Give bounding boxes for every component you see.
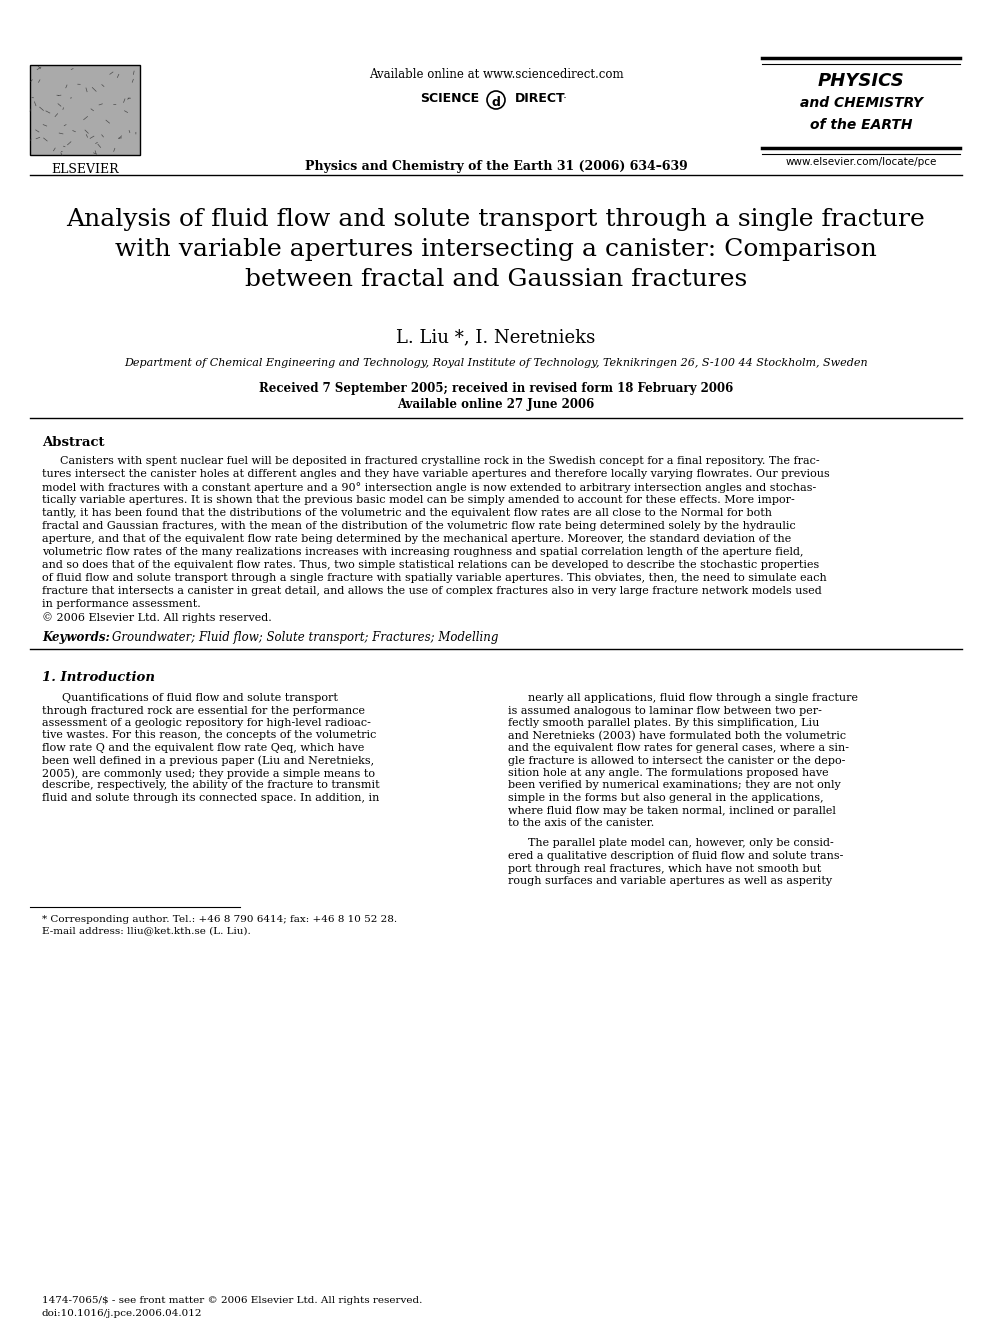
Text: Canisters with spent nuclear fuel will be deposited in fractured crystalline roc: Canisters with spent nuclear fuel will b… [60,456,819,466]
Text: E-mail address: lliu@ket.kth.se (L. Liu).: E-mail address: lliu@ket.kth.se (L. Liu)… [42,926,251,935]
Text: www.elsevier.com/locate/pce: www.elsevier.com/locate/pce [786,157,936,167]
Bar [30,65,140,155]
Text: Analysis of fluid flow and solute transport through a single fracture
with varia: Analysis of fluid flow and solute transp… [66,208,926,291]
Text: and CHEMISTRY: and CHEMISTRY [800,97,923,110]
Text: ELSEVIER: ELSEVIER [52,163,119,176]
Text: 1. Introduction: 1. Introduction [42,671,155,684]
Text: sition hole at any angle. The formulations proposed have: sition hole at any angle. The formulatio… [508,767,828,778]
Text: Available online 27 June 2006: Available online 27 June 2006 [398,398,594,411]
Text: simple in the forms but also general in the applications,: simple in the forms but also general in … [508,792,823,803]
Text: fectly smooth parallel plates. By this simplification, Liu: fectly smooth parallel plates. By this s… [508,718,819,728]
Text: ered a qualitative description of fluid flow and solute trans-: ered a qualitative description of fluid … [508,851,843,861]
Text: been verified by numerical examinations; they are not only: been verified by numerical examinations;… [508,781,841,791]
Text: aperture, and that of the equivalent flow rate being determined by the mechanica: aperture, and that of the equivalent flo… [42,534,792,544]
Text: fluid and solute through its connected space. In addition, in: fluid and solute through its connected s… [42,792,379,803]
Text: ·: · [563,93,567,105]
Text: * Corresponding author. Tel.: +46 8 790 6414; fax: +46 8 10 52 28.: * Corresponding author. Tel.: +46 8 790 … [42,914,397,923]
Text: nearly all applications, fluid flow through a single fracture: nearly all applications, fluid flow thro… [528,693,858,703]
Text: is assumed analogous to laminar flow between two per-: is assumed analogous to laminar flow bet… [508,705,822,716]
Text: Received 7 September 2005; received in revised form 18 February 2006: Received 7 September 2005; received in r… [259,382,733,396]
Text: fractal and Gaussian fractures, with the mean of the distribution of the volumet: fractal and Gaussian fractures, with the… [42,521,796,531]
Text: tically variable apertures. It is shown that the previous basic model can be sim: tically variable apertures. It is shown … [42,495,795,505]
Text: volumetric flow rates of the many realizations increases with increasing roughne: volumetric flow rates of the many realiz… [42,546,804,557]
Text: 2005), are commonly used; they provide a simple means to: 2005), are commonly used; they provide a… [42,767,375,778]
Text: gle fracture is allowed to intersect the canister or the depo-: gle fracture is allowed to intersect the… [508,755,845,766]
Text: and the equivalent flow rates for general cases, where a sin-: and the equivalent flow rates for genera… [508,744,849,753]
Text: Physics and Chemistry of the Earth 31 (2006) 634–639: Physics and Chemistry of the Earth 31 (2… [305,160,687,173]
Text: © 2006 Elsevier Ltd. All rights reserved.: © 2006 Elsevier Ltd. All rights reserved… [42,613,272,623]
Text: 1474-7065/$ - see front matter © 2006 Elsevier Ltd. All rights reserved.: 1474-7065/$ - see front matter © 2006 El… [42,1297,423,1304]
Text: fracture that intersects a canister in great detail, and allows the use of compl: fracture that intersects a canister in g… [42,586,821,595]
Text: Abstract: Abstract [42,437,104,448]
Text: SCIENCE: SCIENCE [421,93,479,105]
Text: The parallel plate model can, however, only be consid-: The parallel plate model can, however, o… [528,839,833,848]
Text: Quantifications of fluid flow and solute transport: Quantifications of fluid flow and solute… [62,693,338,703]
Text: of fluid flow and solute transport through a single fracture with spatially vari: of fluid flow and solute transport throu… [42,573,826,583]
Text: L. Liu *, I. Neretnieks: L. Liu *, I. Neretnieks [397,328,595,347]
Text: rough surfaces and variable apertures as well as asperity: rough surfaces and variable apertures as… [508,876,832,886]
Text: to the axis of the canister.: to the axis of the canister. [508,818,655,828]
Text: and so does that of the equivalent flow rates. Thus, two simple statistical rela: and so does that of the equivalent flow … [42,560,819,570]
Text: of the EARTH: of the EARTH [809,118,913,132]
Text: and Neretnieks (2003) have formulated both the volumetric: and Neretnieks (2003) have formulated bo… [508,730,846,741]
Text: in performance assessment.: in performance assessment. [42,599,200,609]
Text: d: d [492,97,500,108]
Text: Available online at www.sciencedirect.com: Available online at www.sciencedirect.co… [369,67,623,81]
Text: model with fractures with a constant aperture and a 90° intersection angle is no: model with fractures with a constant ape… [42,482,816,493]
Text: DIRECT: DIRECT [515,93,565,105]
Text: PHYSICS: PHYSICS [817,71,905,90]
Text: assessment of a geologic repository for high-level radioac-: assessment of a geologic repository for … [42,718,371,728]
Text: through fractured rock are essential for the performance: through fractured rock are essential for… [42,705,365,716]
Text: Keywords:: Keywords: [42,631,110,644]
Text: Department of Chemical Engineering and Technology, Royal Institute of Technology: Department of Chemical Engineering and T… [124,359,868,368]
Text: flow rate Q and the equivalent flow rate Qeq, which have: flow rate Q and the equivalent flow rate… [42,744,364,753]
Text: doi:10.1016/j.pce.2006.04.012: doi:10.1016/j.pce.2006.04.012 [42,1308,202,1318]
Text: been well defined in a previous paper (Liu and Neretnieks,: been well defined in a previous paper (L… [42,755,374,766]
Text: tures intersect the canister holes at different angles and they have variable ap: tures intersect the canister holes at di… [42,468,829,479]
Text: describe, respectively, the ability of the fracture to transmit: describe, respectively, the ability of t… [42,781,380,791]
Text: port through real fractures, which have not smooth but: port through real fractures, which have … [508,864,821,873]
Text: tantly, it has been found that the distributions of the volumetric and the equiv: tantly, it has been found that the distr… [42,508,772,519]
Text: where fluid flow may be taken normal, inclined or parallel: where fluid flow may be taken normal, in… [508,806,836,815]
Text: Groundwater; Fluid flow; Solute transport; Fractures; Modelling: Groundwater; Fluid flow; Solute transpor… [112,631,498,644]
Text: tive wastes. For this reason, the concepts of the volumetric: tive wastes. For this reason, the concep… [42,730,376,741]
